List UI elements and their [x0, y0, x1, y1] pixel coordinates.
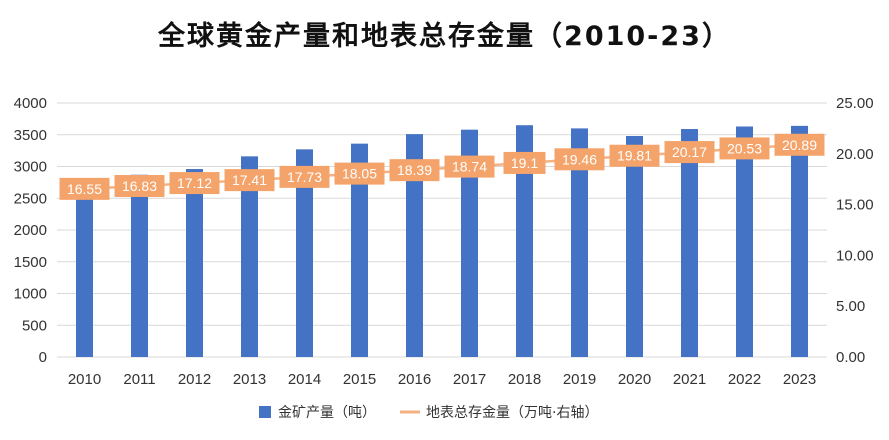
bar — [186, 169, 203, 357]
y-left-tick-label: 1000 — [14, 286, 47, 303]
y-left-tick-label: 1500 — [14, 254, 47, 271]
y-right-tick-label: 0.00 — [836, 349, 865, 366]
data-label: 20.89 — [782, 137, 817, 153]
x-axis: 2010 2011 2012 2013 2014 2015 2016 2017 2018 2019… — [68, 371, 816, 388]
data-label-box — [389, 159, 440, 182]
data-label: 20.53 — [727, 140, 762, 156]
bar — [406, 134, 423, 357]
data-label: 17.41 — [232, 172, 267, 188]
data-label: 17.73 — [287, 169, 322, 185]
x-tick-label: 2018 — [508, 371, 541, 388]
bar — [131, 174, 148, 357]
legend-label-bar: 金矿产量（吨） — [278, 405, 376, 421]
x-tick-label: 2011 — [123, 371, 155, 388]
y-left-tick-label: 3500 — [14, 127, 47, 144]
bar — [626, 136, 643, 357]
bar — [76, 182, 93, 357]
x-tick-label: 2013 — [233, 371, 266, 388]
data-label-box — [664, 141, 715, 164]
data-label-box — [334, 162, 385, 185]
data-label-box — [554, 148, 605, 171]
y-left-tick-label: 0 — [39, 349, 47, 366]
bar — [791, 125, 808, 357]
data-label: 17.12 — [177, 175, 212, 191]
bar — [736, 126, 753, 358]
chart-title: 全球黄金产量和地表总存金量（2010-23） — [158, 21, 731, 52]
data-label: 18.74 — [452, 159, 487, 175]
bar-series — [76, 125, 808, 358]
y-left-tick-label: 4000 — [14, 95, 47, 112]
data-label-box — [719, 137, 770, 160]
x-tick-label: 2021 — [673, 371, 706, 388]
x-tick-label: 2010 — [68, 371, 101, 388]
bar — [571, 128, 588, 357]
y-right-tick-label: 10.00 — [836, 247, 874, 264]
data-label-box — [169, 172, 220, 195]
legend-swatch-bar — [259, 406, 271, 418]
x-tick-label: 2016 — [398, 371, 431, 388]
data-label-box — [503, 151, 546, 174]
data-label-box — [774, 133, 825, 156]
y-left-tick-label: 3000 — [14, 159, 47, 176]
y-right-tick-label: 25.00 — [836, 95, 874, 112]
data-label: 16.55 — [67, 181, 102, 197]
gridlines — [57, 102, 827, 358]
data-labels: 16.55 16.83 17.12 17.41 17.73 18.05 18.39 18.74… — [59, 133, 825, 200]
bar — [516, 125, 533, 357]
bar — [681, 129, 698, 357]
bar — [241, 156, 258, 357]
data-label-box — [224, 169, 275, 192]
legend: 金矿产量（吨） 地表总存金量（万吨·右轴） — [259, 405, 598, 421]
y-axis-right: 0.00 5.00 10.00 15.00 20.00 25.00 — [836, 95, 874, 366]
x-tick-label: 2014 — [288, 371, 321, 388]
y-axis-left: 0 500 1000 1500 2000 2500 3000 3500 4000 — [14, 95, 47, 366]
data-label: 20.17 — [672, 144, 707, 160]
y-left-tick-label: 500 — [22, 317, 47, 334]
data-label: 16.83 — [122, 178, 157, 194]
data-label: 19.81 — [617, 148, 652, 164]
data-label: 18.39 — [397, 162, 432, 178]
x-tick-label: 2019 — [563, 371, 596, 388]
data-label: 18.05 — [342, 166, 377, 182]
x-tick-label: 2022 — [728, 371, 761, 388]
x-tick-label: 2015 — [343, 371, 376, 388]
x-tick-label: 2023 — [783, 371, 816, 388]
data-label-box — [444, 155, 495, 178]
data-label-box — [114, 175, 165, 198]
y-right-tick-label: 20.00 — [836, 146, 874, 163]
data-label-box — [609, 144, 660, 167]
bar — [296, 149, 313, 357]
x-tick-label: 2020 — [618, 371, 651, 388]
data-label-box — [59, 177, 110, 200]
y-left-tick-label: 2500 — [14, 190, 47, 207]
y-left-tick-label: 2000 — [14, 222, 47, 239]
data-label-box — [279, 165, 330, 188]
y-right-tick-label: 5.00 — [836, 298, 865, 315]
data-label: 19.1 — [511, 155, 538, 171]
legend-label-line: 地表总存金量（万吨·右轴） — [426, 405, 598, 421]
data-label: 19.46 — [562, 151, 597, 167]
bar — [351, 143, 368, 357]
y-right-tick-label: 15.00 — [836, 197, 874, 214]
x-tick-label: 2017 — [453, 371, 486, 388]
bar — [461, 129, 478, 357]
x-tick-label: 2012 — [178, 371, 211, 388]
